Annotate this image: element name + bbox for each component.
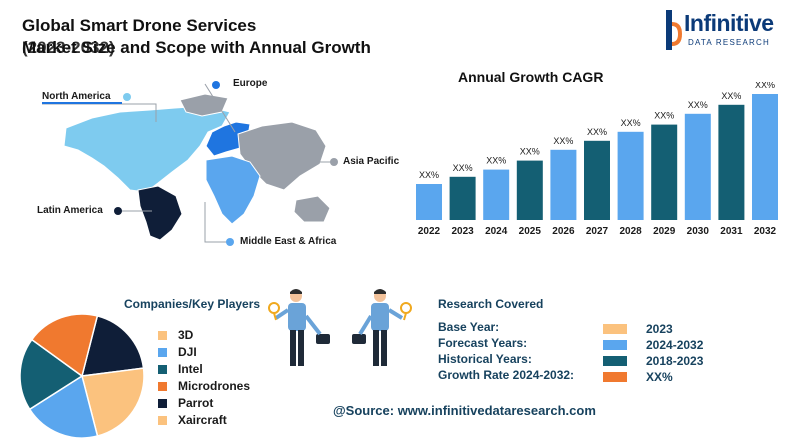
tick-label-2024: 2024 [485, 226, 508, 237]
tick-label-2022: 2022 [418, 226, 441, 237]
tick-label-2029: 2029 [653, 226, 676, 237]
map-label-europe: Europe [233, 78, 268, 89]
legend-label: 3D [178, 328, 194, 342]
research-label: Base Year: [438, 320, 500, 334]
map-label-north-america: North America [42, 91, 111, 102]
map-label-mea: Middle East & Africa [240, 236, 337, 247]
dot-europe [212, 81, 220, 89]
bar-2025 [516, 160, 543, 220]
map-latin-america [137, 185, 183, 241]
data-label-2025: XX% [520, 147, 540, 157]
legend-label: Parrot [178, 396, 214, 410]
source-text: @Source: www.infinitivedataresearch.com [333, 403, 596, 418]
research-swatch [603, 356, 627, 366]
companies-title: Companies/Key Players [124, 297, 261, 311]
legend-swatch [158, 348, 167, 357]
bar-2030 [684, 113, 711, 220]
logo-name: Infinitive [684, 10, 774, 36]
tick-label-2031: 2031 [720, 226, 743, 237]
map-greenland [179, 93, 229, 117]
tick-label-2027: 2027 [586, 226, 609, 237]
title-line-1: Global Smart Drone Services [22, 16, 257, 35]
bar-2027 [584, 140, 610, 220]
map-mea [205, 155, 261, 225]
analyst-figure-right-icon [352, 289, 412, 366]
tick-label-2025: 2025 [519, 226, 542, 237]
dot-asia-pacific [330, 158, 338, 166]
bar-2026 [550, 149, 577, 220]
data-label-2030: XX% [688, 100, 708, 110]
research-value: 2018-2023 [646, 354, 704, 368]
map-europe [205, 121, 251, 157]
dot-latin-america [114, 207, 122, 215]
title-line-2: Market Size and Scope with Annual Growth [22, 38, 371, 57]
research-title: Research Covered [438, 297, 544, 311]
data-label-2022: XX% [419, 170, 439, 180]
connector-europe [204, 83, 236, 133]
companies-pie-chart [19, 313, 145, 439]
data-label-2024: XX% [486, 156, 506, 166]
logo-subtitle: DATA RESEARCH [688, 38, 770, 47]
map-asia-pacific [237, 121, 327, 191]
research-swatch [603, 372, 627, 382]
research-swatch [603, 324, 627, 334]
map-label-latin-america: Latin America [37, 205, 103, 216]
pie-slice-parrot [81, 315, 145, 377]
data-label-2029: XX% [654, 111, 674, 121]
data-label-2023: XX% [453, 163, 473, 173]
research-swatch [603, 340, 627, 350]
tick-label-2032: 2032 [754, 226, 777, 237]
logo-mark-icon [666, 10, 682, 50]
legend-label: Intel [178, 362, 203, 376]
research-label: Growth Rate 2024-2032: [438, 368, 575, 382]
data-label-2027: XX% [587, 127, 607, 137]
company-logo: Infinitive DATA RESEARCH [664, 6, 784, 52]
map-north-america [63, 105, 231, 193]
data-label-2026: XX% [553, 136, 573, 146]
annual-growth-bar-chart: XX% 2022 XX% 2023 XX% 2024 XX% 2025 XX% 2026 XX% 20… [416, 82, 778, 237]
map-australia [293, 195, 331, 223]
tick-label-2023: 2023 [451, 226, 474, 237]
legend-swatch [158, 331, 167, 340]
connector-mea [204, 202, 228, 243]
legend-label: DJI [178, 345, 197, 359]
legend-swatch [158, 365, 167, 374]
map-label-asia-pacific: Asia Pacific [343, 156, 400, 167]
pie-slice-microdrones [30, 313, 99, 378]
legend-swatch [158, 399, 167, 408]
bar-2029 [651, 124, 678, 220]
research-value: XX% [646, 370, 673, 384]
bar-2023 [449, 176, 476, 220]
data-label-2032: XX% [755, 82, 775, 90]
analyst-figure-left-icon [268, 289, 330, 366]
legend-swatch [158, 382, 167, 391]
legend-swatch [158, 416, 167, 425]
page-title: Global Smart Drone Services Market Size … [22, 16, 402, 60]
pie-slice-dji [28, 374, 99, 439]
research-label: Historical Years: [438, 352, 532, 366]
dot-north-america-2 [123, 93, 131, 101]
title-line-2-overlay: (2023-2032) [22, 38, 115, 57]
tick-label-2026: 2026 [552, 226, 575, 237]
data-label-2031: XX% [721, 91, 741, 101]
research-label: Forecast Years: [438, 336, 528, 350]
bar-2031 [718, 104, 745, 220]
bar-2022 [416, 184, 442, 220]
dot-mea [226, 238, 234, 246]
analyst-illustration [268, 289, 412, 366]
research-value: 2024-2032 [646, 338, 704, 352]
data-label-2028: XX% [621, 118, 641, 128]
legend-label: Microdrones [178, 379, 251, 393]
tick-label-2030: 2030 [687, 226, 710, 237]
connector-north-america [42, 103, 157, 122]
legend-label: Xaircraft [178, 413, 227, 427]
chart-title: Annual Growth CAGR [458, 69, 604, 85]
pie-slice-intel [19, 338, 84, 411]
bar-2028 [617, 131, 644, 220]
bar-2032 [752, 94, 778, 220]
bar-2024 [483, 169, 510, 220]
pie-slice-3d [81, 367, 145, 437]
research-value: 2023 [646, 322, 673, 336]
tick-label-2028: 2028 [619, 226, 642, 237]
